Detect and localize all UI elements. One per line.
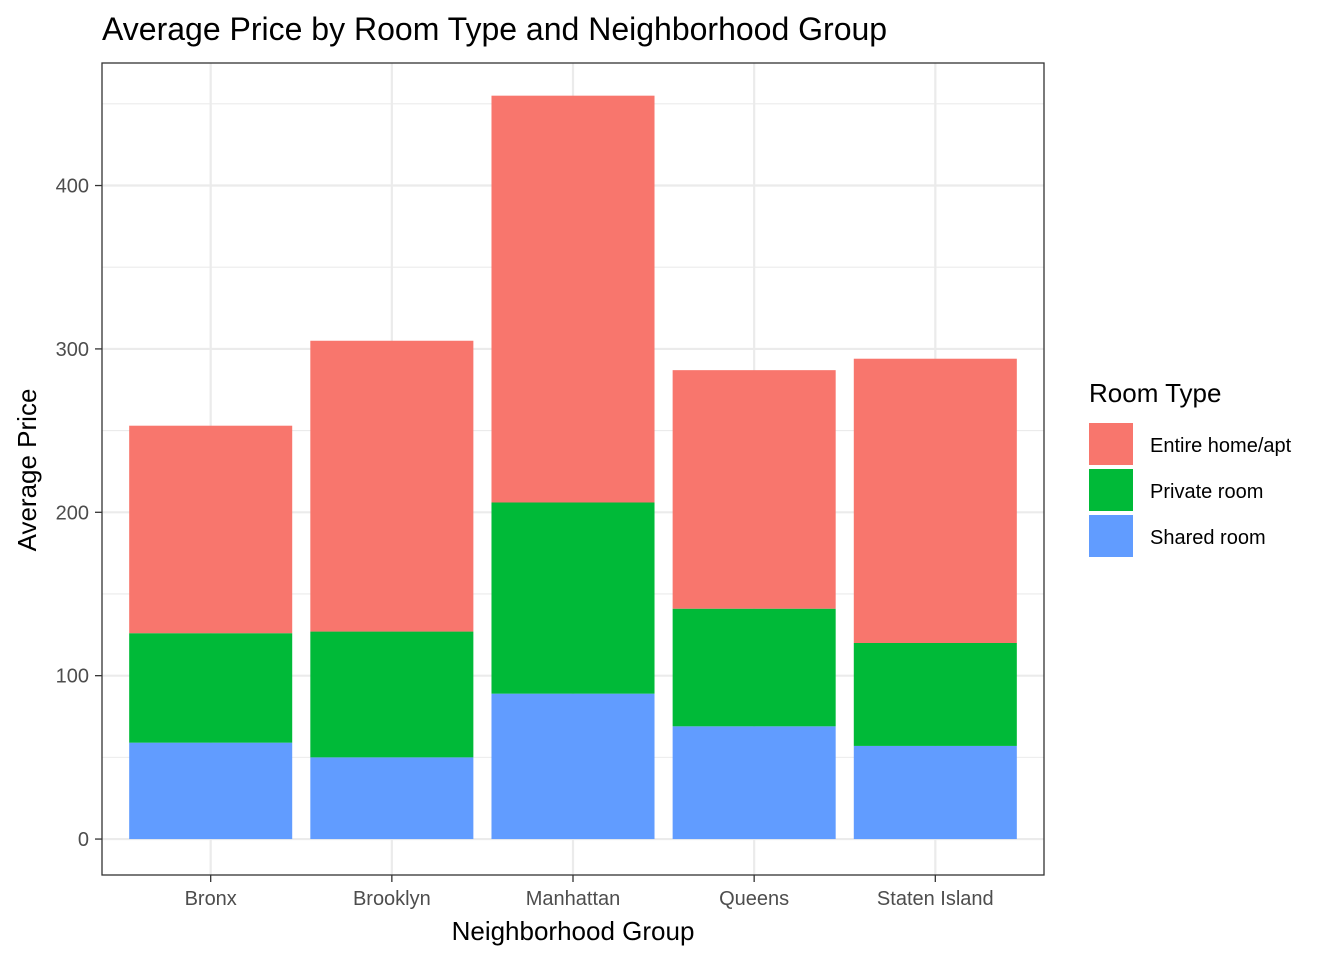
bars-group — [129, 95, 1017, 840]
bar-segment — [853, 643, 1017, 746]
y-tick-label: 300 — [56, 339, 89, 361]
legend-label: Entire home/apt — [1150, 435, 1292, 457]
x-tick-label: Manhattan — [526, 888, 621, 910]
legend-title: Room Type — [1089, 378, 1221, 408]
bar-segment — [129, 633, 293, 743]
y-tick-label: 0 — [78, 829, 89, 851]
bar-segment — [853, 745, 1017, 840]
bar-segment — [310, 340, 474, 632]
legend-label: Shared room — [1150, 527, 1266, 549]
bar-segment — [491, 693, 655, 840]
x-axis-title: Neighborhood Group — [452, 916, 695, 946]
y-axis: 0 100 200 300 400 — [56, 176, 102, 851]
bar-segment — [672, 608, 836, 727]
chart-title: Average Price by Room Type and Neighborh… — [102, 11, 887, 47]
bar-segment — [672, 726, 836, 840]
legend-key — [1089, 423, 1133, 465]
bar-segment — [853, 358, 1017, 643]
legend-key — [1089, 469, 1133, 511]
bar-segment — [491, 95, 655, 503]
y-axis-title: Average Price — [12, 389, 42, 552]
y-tick-label: 100 — [56, 666, 89, 688]
legend: Room Type Entire home/apt Private room Sha… — [1089, 378, 1292, 557]
bar-segment — [310, 757, 474, 840]
bar-segment — [491, 502, 655, 694]
y-tick-label: 400 — [56, 176, 89, 198]
legend-label: Private room — [1150, 481, 1263, 503]
y-tick-label: 200 — [56, 502, 89, 524]
x-axis: Bronx Brooklyn Manhattan Queens Staten Islan… — [185, 875, 994, 910]
x-tick-label: Bronx — [185, 888, 237, 910]
bar-segment — [129, 425, 293, 634]
bar-segment — [129, 742, 293, 840]
x-tick-label: Brooklyn — [353, 888, 431, 910]
legend-key — [1089, 515, 1133, 557]
x-tick-label: Staten Island — [877, 888, 994, 910]
bar-segment — [310, 631, 474, 758]
bar-segment — [672, 370, 836, 609]
x-tick-label: Queens — [719, 888, 789, 910]
